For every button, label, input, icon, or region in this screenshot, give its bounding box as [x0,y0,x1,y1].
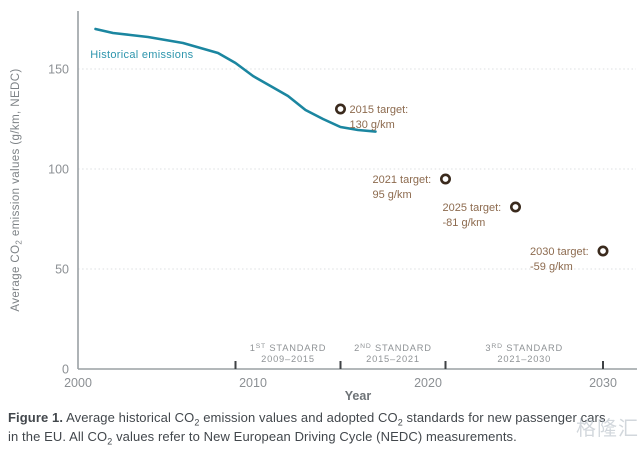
standard-label-1: 1ST STANDARD [250,343,327,353]
target-label-2015: 2015 target: [350,104,409,116]
standard-label-3: 3RD STANDARD [485,343,563,353]
target-marker-2030 [597,245,609,257]
historical-emissions-label: Historical emissions [90,49,193,61]
y-tick-label-50: 50 [55,263,69,277]
caption-subscript: 2 [397,417,403,428]
target-label-2021: 2021 target: [373,174,432,186]
figure-caption: Figure 1. Average historical CO2 emissio… [8,410,608,448]
target-value-2025: -81 g/km [443,217,486,229]
target-value-2021: 95 g/km [373,189,412,201]
standard-label-2: 2ND STANDARD [354,343,432,353]
target-marker-2021 [439,173,451,185]
target-value-2015: 130 g/km [350,119,395,131]
standard-range-3: 2021–2030 [497,354,551,364]
y-tick-label-100: 100 [48,163,69,177]
standard-range-1: 2009–2015 [261,354,315,364]
watermark: 格隆汇 [576,418,639,440]
x-tick-label-2000: 2000 [64,376,92,390]
caption-text: standards for new passenger cars in the … [8,410,606,444]
x-tick-label-2020: 2020 [414,376,442,390]
y-tick-label-150: 150 [48,63,69,77]
historical-emissions-line [94,27,377,133]
caption-text: Average historical CO [63,410,195,425]
target-marker-2015 [334,103,346,115]
x-axis-title: Year [345,389,372,403]
caption-subscript: 2 [194,417,200,428]
x-tick-label-2010: 2010 [239,376,267,390]
target-value-2030: -59 g/km [530,261,573,273]
target-marker-2025 [509,201,521,213]
standard-range-2: 2015–2021 [366,354,420,364]
caption-subscript: 2 [107,436,113,447]
target-label-2030: 2030 target: [530,246,589,258]
caption-figure-number: Figure 1. [8,410,64,425]
caption-text: values refer to New European Driving Cyc… [112,428,517,444]
caption-text: emission values and adopted CO [199,410,398,425]
target-label-2025: 2025 target: [443,202,502,214]
x-tick-label-2030: 2030 [589,376,617,390]
co2-emissions-chart: 0 50 100 150 2000 2010 2020 2030 Average CO2 emi… [10,11,637,403]
y-tick-label-0: 0 [62,363,69,377]
y-axis-title: Average CO2 emission values (g/km, NEDC) [10,68,24,311]
